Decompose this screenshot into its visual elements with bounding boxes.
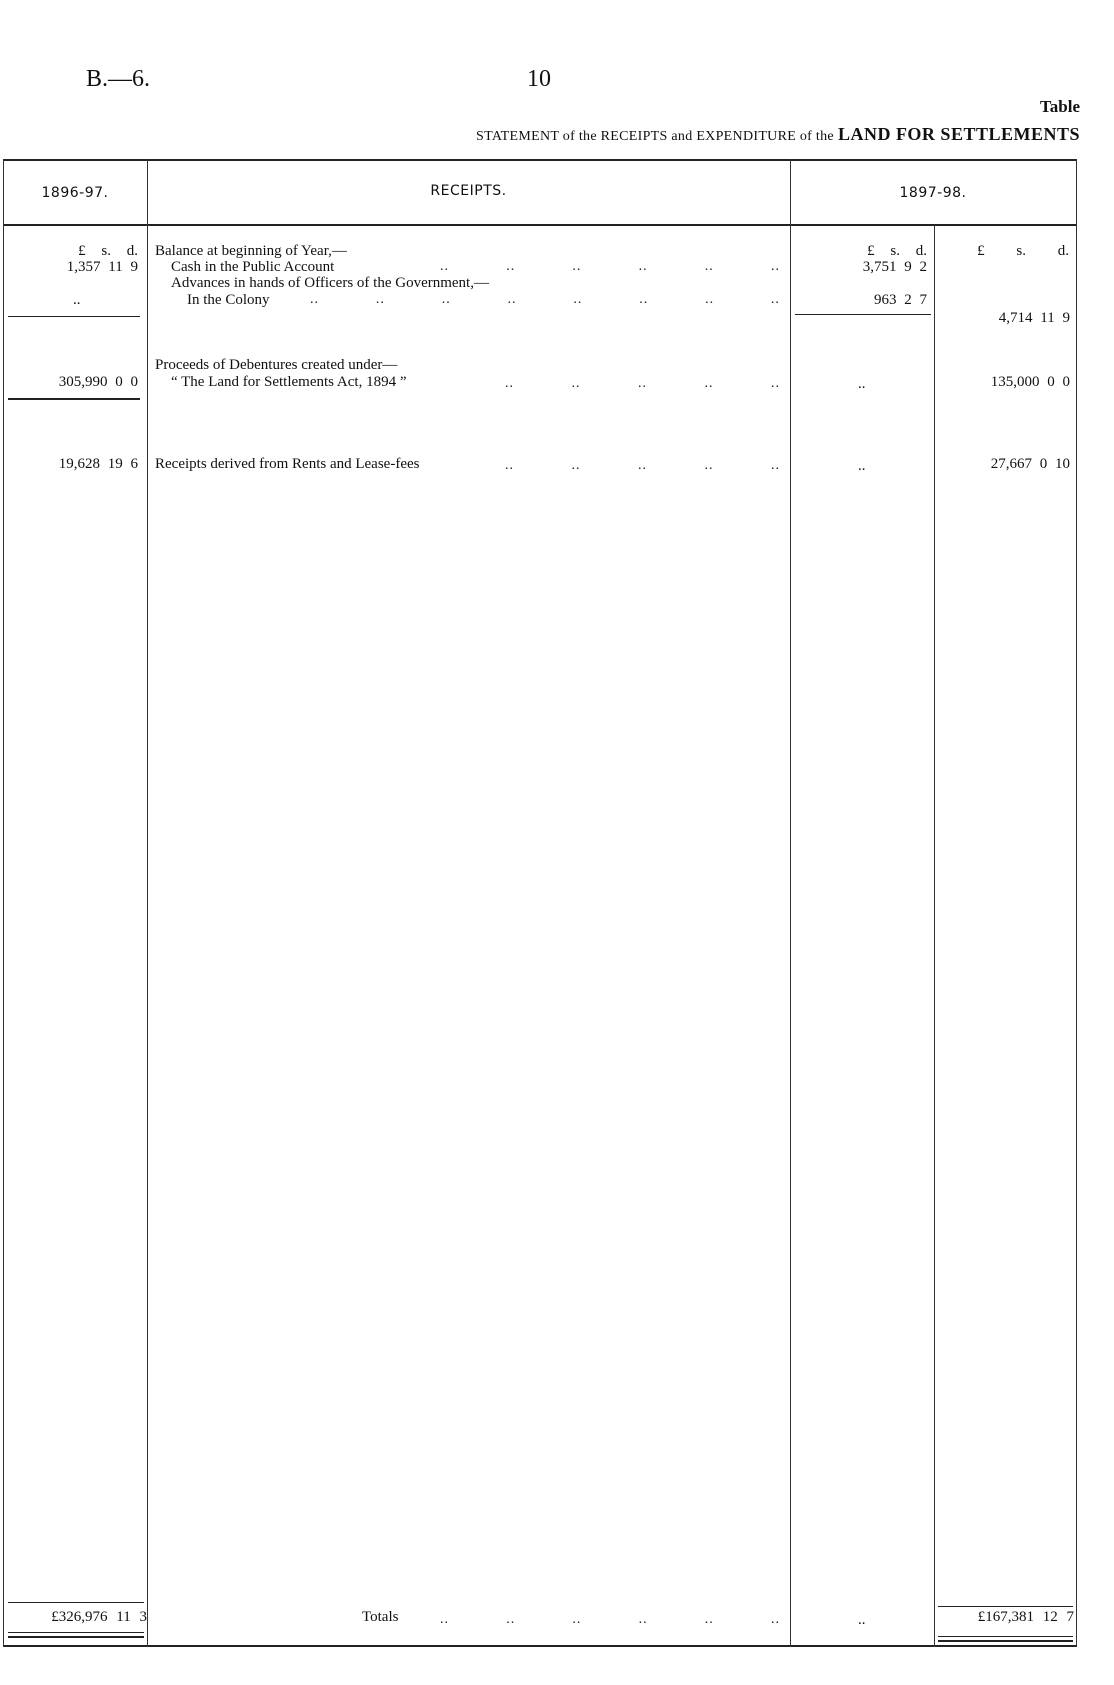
leader-dots: .. (704, 1612, 714, 1627)
prev-total-value: £326,976 11 3 (51, 1609, 147, 1625)
curr-total-value: £167,381 12 7 (977, 1609, 1074, 1625)
leader-dots: .. (506, 259, 516, 274)
rule-line (147, 159, 148, 1647)
rule-line (8, 316, 140, 317)
leader-dots: .. (770, 292, 780, 307)
leader-dots: .. (638, 1612, 648, 1627)
title-prefix: STATEMENT of the RECEIPTS and EXPENDITUR… (476, 129, 834, 144)
rule-line (8, 398, 140, 400)
rule-line (3, 159, 4, 1647)
leader-row: .......... (505, 376, 780, 392)
leader-dots: .. (310, 292, 319, 307)
rule-line (938, 1640, 1073, 1642)
leader-dots: .. (704, 376, 714, 391)
rule-line (934, 225, 935, 1647)
curr-total-sub: .. (858, 1612, 866, 1628)
rule-line (938, 1636, 1073, 1637)
leader-dots: .. (771, 376, 780, 391)
leader-row: ................ (310, 292, 780, 308)
leader-dots: .. (572, 259, 582, 274)
currency-header-curr: £ s. d. (977, 243, 1069, 259)
prev-colony-value: .. (73, 292, 81, 308)
balance-heading: Balance at beginning of Year,— (155, 243, 347, 259)
rule-line (3, 1645, 1077, 1647)
leader-dots: .. (572, 1612, 582, 1627)
curr-colony-value: 963 2 7 (874, 292, 927, 308)
header-1896-97: 1896-97. (41, 185, 109, 201)
rule-line (3, 159, 1077, 161)
leader-dots: .. (440, 259, 449, 274)
leader-dots: .. (638, 376, 647, 391)
currency-header-curr-sub: £ s. d. (867, 243, 927, 259)
leader-dots: .. (441, 292, 451, 307)
prev-rents-value: 19,628 19 6 (58, 456, 138, 472)
curr-rents-sub: .. (858, 458, 866, 474)
leader-dots: .. (704, 259, 714, 274)
advances-heading: Advances in hands of Officers of the Gov… (171, 275, 489, 291)
leader-dots: .. (771, 458, 780, 473)
leader-dots: .. (507, 292, 517, 307)
leader-row: ............ (440, 1612, 780, 1628)
curr-rents-value: 27,667 0 10 (990, 456, 1070, 472)
leader-dots: .. (506, 1612, 516, 1627)
leader-row: ............ (440, 259, 780, 275)
rule-line (8, 1636, 144, 1638)
rule-line (8, 1602, 144, 1603)
page-title: STATEMENT of the RECEIPTS and EXPENDITUR… (476, 124, 1080, 145)
rule-line (795, 314, 931, 315)
leader-dots: .. (375, 292, 385, 307)
debentures-act: “ The Land for Settlements Act, 1894 ” (171, 374, 407, 390)
curr-debentures-value: 135,000 0 0 (990, 374, 1070, 390)
rule-line (790, 159, 791, 1647)
header-receipts: RECEIPTS. (430, 183, 507, 199)
leader-dots: .. (770, 259, 780, 274)
leader-dots: .. (571, 458, 581, 473)
debentures-heading: Proceeds of Debentures created under— (155, 357, 398, 373)
colony-label: In the Colony (187, 292, 270, 308)
title-bold: LAND FOR SETTLEMENTS (837, 124, 1080, 144)
page-number: 10 (527, 66, 551, 92)
curr-debentures-sub: .. (858, 376, 866, 392)
rule-line (8, 1632, 144, 1633)
totals-label: Totals (362, 1609, 399, 1625)
prev-debentures-value: 305,990 0 0 (58, 374, 138, 390)
rule-line (1076, 159, 1077, 1647)
prev-cash-value: 1,357 11 9 (66, 259, 138, 275)
table-label: Table (1039, 97, 1080, 116)
leader-dots: .. (770, 1612, 780, 1627)
curr-cash-value: 3,751 9 2 (862, 259, 927, 275)
document-reference: B.—6. (86, 66, 151, 92)
leader-dots: .. (704, 458, 714, 473)
rule-line (3, 224, 1077, 226)
leader-dots: .. (638, 259, 648, 274)
leader-dots: .. (639, 292, 649, 307)
leader-dots: .. (573, 292, 583, 307)
leader-dots: .. (505, 376, 514, 391)
cash-label: Cash in the Public Account (171, 259, 335, 275)
curr-balance-total: 4,714 11 9 (998, 310, 1070, 326)
leader-dots: .. (505, 458, 514, 473)
leader-row: .......... (505, 458, 780, 474)
rule-line (938, 1606, 1073, 1607)
leader-dots: .. (705, 292, 715, 307)
header-1897-98: 1897-98. (899, 185, 967, 201)
leader-dots: .. (638, 458, 647, 473)
leader-dots: .. (571, 376, 581, 391)
leader-dots: .. (440, 1612, 449, 1627)
rents-label: Receipts derived from Rents and Lease-fe… (155, 456, 420, 472)
currency-header-prev: £ s. d. (78, 243, 138, 259)
